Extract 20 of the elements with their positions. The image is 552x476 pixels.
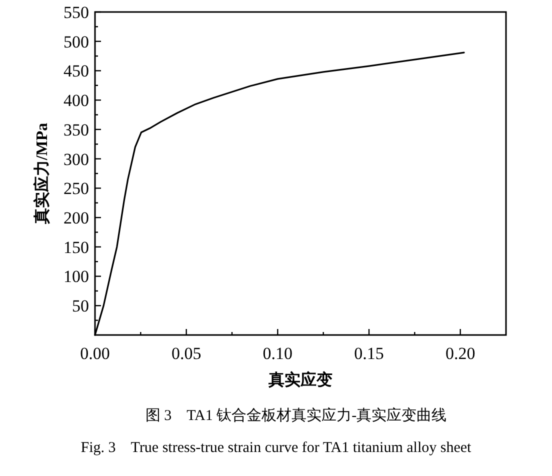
- x-tick-label: 0.15: [354, 344, 384, 363]
- y-tick-label: 450: [64, 62, 89, 81]
- y-tick-label: 100: [64, 267, 89, 286]
- y-tick-label: 250: [64, 179, 89, 198]
- y-tick-label: 50: [72, 296, 89, 316]
- y-axis-title: 真实应力/MPa: [32, 122, 51, 226]
- y-tick-label: 550: [64, 2, 89, 22]
- y-tick-label: 300: [64, 150, 89, 169]
- x-tick-label: 0.05: [171, 344, 202, 363]
- x-tick-label: 0.20: [445, 344, 476, 363]
- x-tick-label: 0.10: [262, 344, 293, 363]
- y-tick-label: 350: [64, 120, 89, 140]
- y-tick-label: 200: [64, 208, 89, 228]
- x-axis-title: 真实应变: [268, 370, 332, 389]
- y-tick-label: 400: [64, 91, 89, 110]
- text: Fig. 3 True stress-true strain curve for TA1 titanium alloy sheet: [80, 440, 472, 456]
- text: 图 3 TA1 钛合金板材真实应力-真实应变曲线: [145, 407, 447, 424]
- y-tick-label: 150: [64, 238, 89, 257]
- x-tick-label: 0.00: [80, 344, 110, 363]
- y-tick-label: 500: [64, 32, 89, 52]
